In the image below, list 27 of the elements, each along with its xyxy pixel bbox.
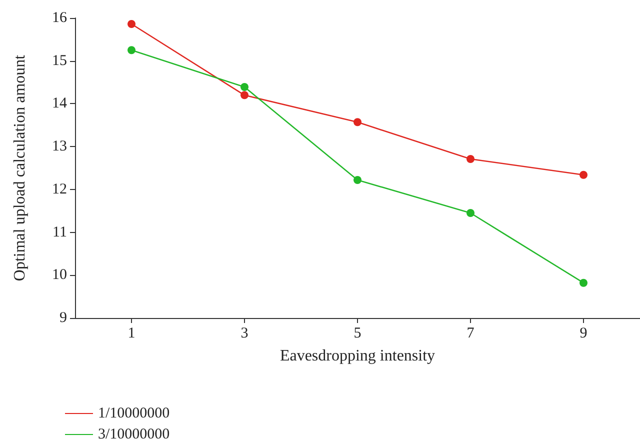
x-tick-label: 5 — [354, 326, 362, 342]
y-tick-label: 13 — [52, 138, 67, 155]
x-tick-label: 7 — [466, 326, 475, 342]
y-tick-label: 9 — [60, 310, 67, 326]
x-tick-label: 1 — [128, 326, 136, 342]
y-tick-label: 16 — [52, 10, 68, 26]
point — [240, 91, 248, 100]
point — [240, 83, 248, 91]
point — [354, 118, 362, 126]
y-tick-label: 10 — [52, 267, 67, 284]
x-tick-label: 9 — [580, 326, 588, 342]
point — [466, 155, 474, 163]
y-axis-title: Optimal upload calculation amount — [12, 54, 28, 282]
point — [580, 170, 588, 179]
y-tick-label: 14 — [52, 96, 68, 112]
point — [580, 278, 588, 287]
point — [128, 46, 136, 54]
legend-label: 3/10000000 — [98, 426, 170, 442]
x-tick-label: 3 — [240, 326, 248, 342]
y-tick-label: 11 — [52, 224, 67, 240]
x-axis-title: Eavesdropping intensity — [280, 348, 436, 364]
y-tick-label: 12 — [52, 181, 67, 198]
point — [466, 209, 474, 217]
legend-label: 1/10000000 — [98, 406, 170, 422]
point — [354, 176, 362, 184]
y-tick-label: 15 — [52, 52, 67, 69]
point — [128, 20, 136, 28]
